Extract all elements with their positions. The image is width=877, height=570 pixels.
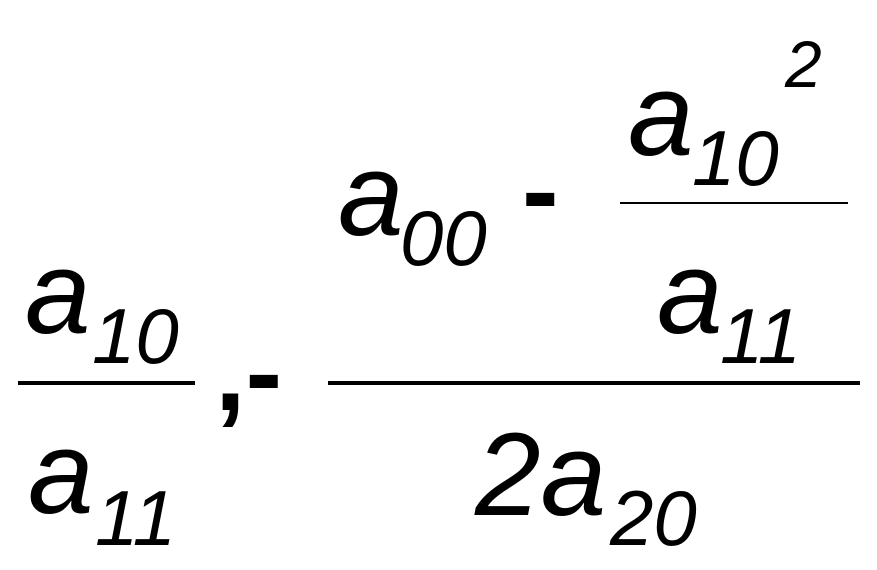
base: 2a bbox=[474, 409, 606, 541]
subscript: 10 bbox=[692, 114, 779, 202]
base: a bbox=[657, 227, 723, 359]
separator: ,- bbox=[215, 311, 282, 434]
subscript: 11 bbox=[720, 292, 801, 380]
base: a bbox=[628, 49, 694, 181]
base: a bbox=[25, 227, 91, 359]
subscript: 10 bbox=[92, 292, 179, 380]
superscript: 2 bbox=[784, 27, 822, 101]
base: a bbox=[28, 407, 94, 539]
subscript: 00 bbox=[400, 194, 487, 282]
subscript: 11 bbox=[95, 474, 176, 562]
subscript: 20 bbox=[609, 474, 697, 562]
base: a bbox=[338, 129, 404, 261]
operator: - bbox=[522, 129, 559, 252]
